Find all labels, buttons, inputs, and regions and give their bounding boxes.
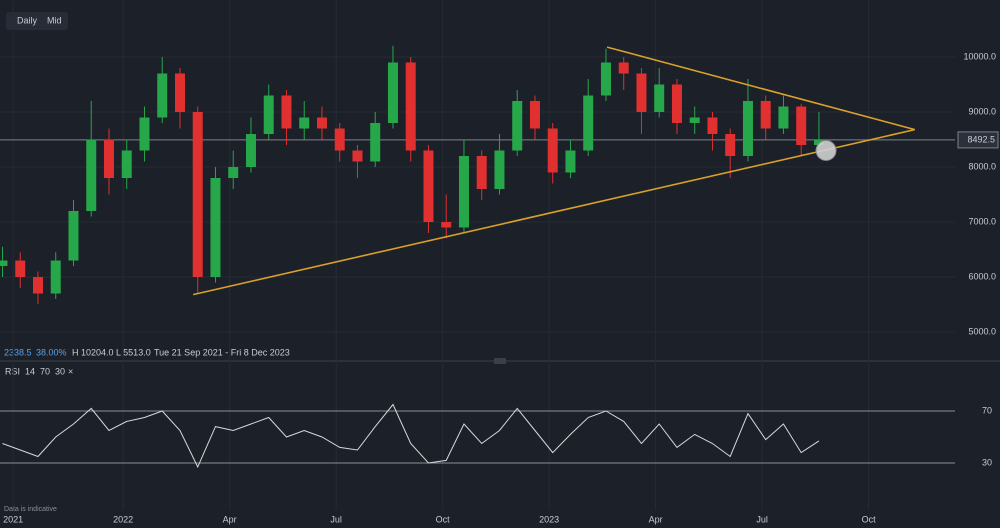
change: 2338.5 (4, 347, 32, 357)
candle-body (547, 128, 558, 173)
candle-body (725, 133, 736, 157)
candle-body (529, 100, 540, 129)
candle-body (778, 106, 789, 129)
candle-body (671, 84, 682, 123)
candle-body (583, 95, 594, 151)
candle-body (32, 277, 43, 294)
candle-body (796, 106, 807, 145)
x-tick-label: Oct (862, 514, 877, 524)
x-tick-label: 2023 (539, 514, 559, 524)
rsi-tick-label: 30 (982, 457, 992, 467)
candle-body (707, 117, 718, 134)
current-price-label: 8492.5 (967, 134, 995, 144)
candle-body (512, 100, 523, 151)
x-tick-label: Jul (756, 514, 768, 524)
rsi-label: RSI (5, 366, 20, 376)
candle-body (458, 156, 469, 228)
price-type-button[interactable]: Mid (47, 15, 62, 25)
date-range: Tue 21 Sep 2021 - Fri 8 Dec 2023 (154, 347, 290, 357)
candle-body (121, 150, 132, 179)
candle-body (157, 73, 168, 118)
interval-button[interactable]: Daily (17, 15, 38, 25)
x-tick-label: Apr (223, 514, 237, 524)
candle-body (742, 100, 753, 157)
candle-body (813, 139, 824, 145)
rsi-param: 30 (55, 366, 65, 376)
toolbar (6, 12, 68, 30)
candle-body (654, 84, 665, 112)
candle-body (263, 95, 274, 134)
rsi-line (2, 403, 820, 469)
candle-body (299, 117, 310, 129)
low: L 5513.0 (116, 347, 151, 357)
candle-body (0, 260, 8, 267)
trendline (606, 46, 916, 131)
y-tick-label: 10000.0 (963, 51, 996, 61)
y-tick-label: 8000.0 (968, 161, 996, 171)
candle-body (139, 117, 150, 151)
candle-body (228, 167, 239, 179)
current-price-box (957, 131, 999, 149)
candle-body (192, 111, 203, 278)
candle-body (334, 128, 345, 151)
candle-body (210, 178, 221, 278)
x-tick-label: 2021 (3, 514, 23, 524)
candle-body (86, 139, 97, 212)
candle-body (68, 211, 79, 261)
candle-body (405, 62, 416, 151)
candle-body (370, 122, 381, 162)
candle-body (352, 150, 363, 162)
candle-body (50, 260, 61, 294)
candle-body (423, 150, 434, 223)
marker (815, 139, 837, 161)
candle-body (15, 260, 26, 278)
candle-body (245, 133, 256, 168)
pane-handle[interactable] (494, 358, 506, 364)
candle-body (387, 62, 398, 123)
y-tick-label: 6000.0 (968, 271, 996, 281)
rsi-close[interactable]: × (68, 366, 73, 376)
candle-body (760, 100, 771, 129)
candle-body (281, 95, 292, 129)
candle-body (441, 222, 452, 228)
candle-body (689, 117, 700, 123)
candle-body (316, 117, 327, 129)
trendline (192, 128, 915, 296)
high: H 10204.0 (72, 347, 114, 357)
y-tick-label: 7000.0 (968, 216, 996, 226)
candle-body (565, 150, 576, 173)
rsi-param: 70 (40, 366, 50, 376)
candle-body (103, 139, 114, 179)
x-tick-label: Oct (436, 514, 451, 524)
candle-body (600, 62, 611, 96)
x-tick-label: Jul (330, 514, 342, 524)
y-tick-label: 9000.0 (968, 106, 996, 116)
candle-body (174, 73, 185, 112)
candle-body (618, 62, 629, 74)
candle-body (476, 156, 487, 190)
rsi-param: 14 (25, 366, 35, 376)
footnote: Data is indicative (4, 506, 57, 513)
x-tick-label: 2022 (113, 514, 133, 524)
y-tick-label: 5000.0 (968, 326, 996, 336)
candle-body (636, 73, 647, 112)
change-pct: 38.00% (36, 347, 67, 357)
x-tick-label: Apr (649, 514, 663, 524)
candle-body (494, 150, 505, 190)
rsi-tick-label: 70 (982, 405, 992, 415)
